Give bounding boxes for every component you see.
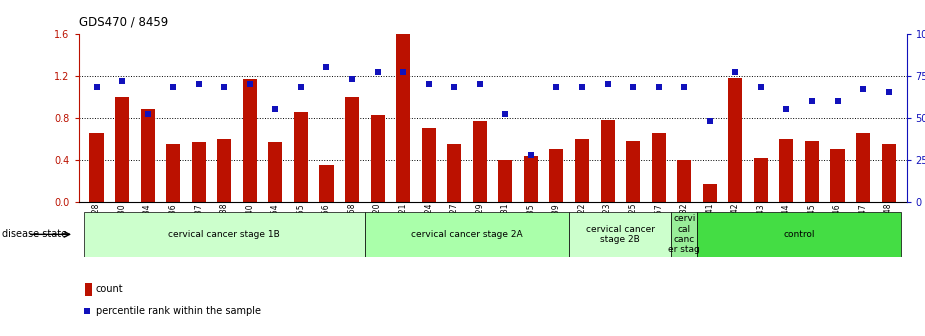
- Bar: [672, 212, 697, 257]
- Bar: [90, 133, 104, 202]
- Bar: [396, 34, 410, 202]
- Bar: [115, 97, 130, 202]
- Text: GDS470 / 8459: GDS470 / 8459: [79, 15, 167, 28]
- Point: [370, 70, 385, 75]
- Bar: [217, 138, 231, 202]
- Bar: [728, 78, 743, 202]
- Bar: [473, 121, 487, 202]
- Point: [677, 85, 692, 90]
- Bar: [524, 157, 538, 202]
- Point: [524, 152, 538, 157]
- Text: control: control: [783, 230, 815, 239]
- Point: [856, 86, 870, 92]
- Point: [574, 85, 589, 90]
- Bar: [268, 142, 282, 202]
- Bar: [345, 97, 359, 202]
- Bar: [447, 144, 462, 202]
- Bar: [697, 212, 901, 257]
- Point: [779, 107, 794, 112]
- Bar: [677, 160, 691, 202]
- Text: cervi
cal
canc
er stag: cervi cal canc er stag: [669, 214, 700, 254]
- Point: [625, 85, 640, 90]
- Text: count: count: [96, 284, 123, 294]
- Point: [421, 81, 436, 87]
- Bar: [549, 149, 563, 202]
- Point: [830, 98, 845, 103]
- Point: [728, 70, 743, 75]
- Point: [754, 85, 769, 90]
- Bar: [191, 142, 205, 202]
- Bar: [85, 283, 92, 296]
- Point: [268, 107, 283, 112]
- Point: [319, 65, 334, 70]
- Bar: [242, 79, 257, 202]
- Bar: [651, 133, 666, 202]
- Bar: [166, 144, 180, 202]
- Point: [651, 85, 666, 90]
- Bar: [84, 212, 364, 257]
- Point: [345, 76, 360, 82]
- Text: percentile rank within the sample: percentile rank within the sample: [96, 306, 261, 316]
- Bar: [805, 141, 819, 202]
- Bar: [856, 133, 870, 202]
- Bar: [294, 112, 308, 202]
- Point: [216, 85, 231, 90]
- Bar: [703, 184, 717, 202]
- Text: disease state: disease state: [2, 229, 67, 239]
- Bar: [754, 158, 768, 202]
- Bar: [499, 160, 512, 202]
- Point: [447, 85, 462, 90]
- Point: [549, 85, 564, 90]
- Point: [882, 90, 896, 95]
- Point: [702, 118, 717, 124]
- Point: [293, 85, 308, 90]
- Point: [473, 81, 487, 87]
- Point: [600, 81, 615, 87]
- Bar: [626, 141, 640, 202]
- Point: [805, 98, 820, 103]
- Bar: [575, 138, 589, 202]
- Bar: [600, 120, 614, 202]
- Bar: [882, 144, 895, 202]
- Text: cervical cancer stage 2A: cervical cancer stage 2A: [412, 230, 523, 239]
- Text: cervical cancer stage 1B: cervical cancer stage 1B: [168, 230, 280, 239]
- Point: [498, 112, 512, 117]
- Bar: [319, 165, 334, 202]
- Point: [115, 78, 130, 83]
- Bar: [364, 212, 569, 257]
- Bar: [371, 116, 385, 202]
- Bar: [780, 138, 794, 202]
- Point: [191, 81, 206, 87]
- Point: [396, 70, 411, 75]
- Bar: [422, 128, 436, 202]
- Bar: [569, 212, 672, 257]
- Point: [89, 85, 104, 90]
- Point: [166, 85, 180, 90]
- Bar: [141, 109, 154, 202]
- Text: cervical cancer
stage 2B: cervical cancer stage 2B: [586, 225, 655, 244]
- Point: [242, 81, 257, 87]
- Point: [80, 308, 95, 313]
- Point: [141, 112, 155, 117]
- Bar: [831, 149, 845, 202]
